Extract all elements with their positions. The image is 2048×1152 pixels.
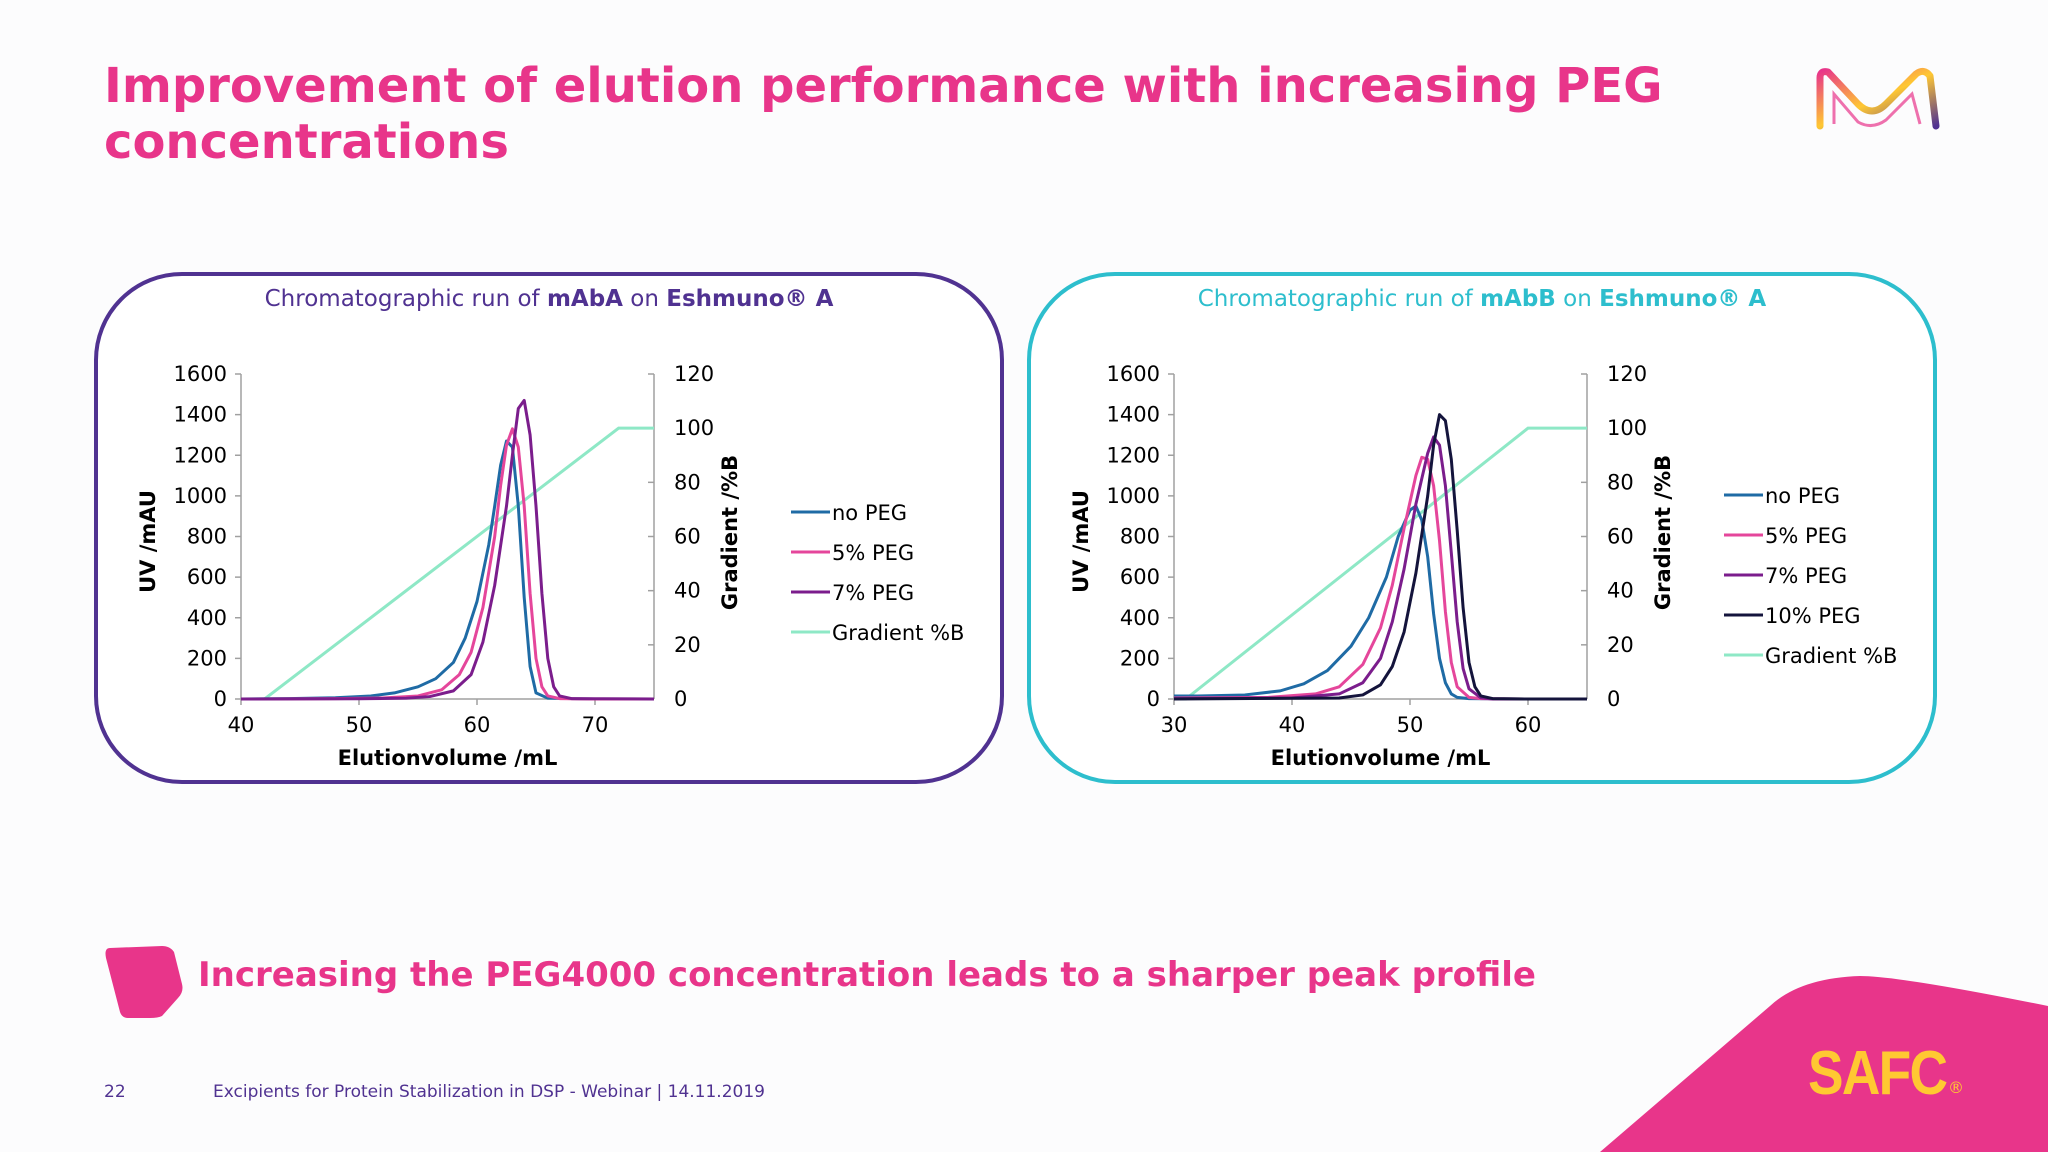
banner-shape-icon bbox=[105, 946, 183, 1018]
y2-tick-label: 40 bbox=[674, 579, 701, 603]
y2-tick-label: 40 bbox=[1607, 579, 1634, 603]
y-tick-label: 1400 bbox=[1107, 403, 1160, 427]
chart-panel-mabB: Chromatographic run of mAbB on Eshmuno® … bbox=[1027, 272, 1937, 784]
y2-axis-label: Gradient /%B bbox=[1651, 455, 1675, 610]
y-tick-label: 1400 bbox=[174, 403, 227, 427]
page-number: 22 bbox=[104, 1082, 126, 1102]
y2-tick-label: 20 bbox=[674, 633, 701, 657]
y-tick-label: 1000 bbox=[1107, 484, 1160, 508]
y2-tick-label: 100 bbox=[674, 416, 714, 440]
y-tick-label: 400 bbox=[187, 606, 227, 630]
y2-tick-label: 60 bbox=[674, 525, 701, 549]
merck-logo-icon bbox=[1816, 67, 1940, 130]
x-axis-label: Elutionvolume /mL bbox=[338, 746, 558, 770]
y2-tick-label: 60 bbox=[1607, 525, 1634, 549]
series-line-5-peg bbox=[1173, 455, 1587, 701]
legend-label: no PEG bbox=[1765, 484, 1840, 508]
chart-mabA: Chromatographic run of mAbA on Eshmuno® … bbox=[136, 286, 964, 770]
brand-registered-mark: ® bbox=[1948, 1078, 1964, 1097]
legend-label: Gradient %B bbox=[1765, 644, 1897, 668]
y-axis-label: UV /mAU bbox=[1069, 490, 1093, 593]
x-tick-label: 60 bbox=[464, 713, 491, 737]
y-tick-label: 800 bbox=[187, 525, 227, 549]
legend-label: 7% PEG bbox=[1765, 564, 1847, 588]
x-tick-label: 40 bbox=[228, 713, 255, 737]
chart-title-part: Chromatographic run of bbox=[1198, 286, 1480, 312]
corner-shape-icon bbox=[1600, 976, 2048, 1152]
chart-title-part: mAbA bbox=[547, 286, 623, 312]
y-tick-label: 800 bbox=[1120, 525, 1160, 549]
chart-title-part: on bbox=[1556, 286, 1599, 312]
x-tick-label: 30 bbox=[1161, 713, 1188, 737]
y-tick-label: 0 bbox=[214, 687, 227, 711]
y2-tick-label: 100 bbox=[1607, 416, 1647, 440]
legend-label: 5% PEG bbox=[1765, 524, 1847, 548]
chart-title: Chromatographic run of mAbA on Eshmuno® … bbox=[265, 286, 834, 312]
series-line-gradient bbox=[241, 426, 654, 701]
chart-title-part: mAbB bbox=[1480, 286, 1556, 312]
x-tick-label: 70 bbox=[582, 713, 609, 737]
y-tick-label: 1600 bbox=[174, 362, 227, 386]
banner-text: Increasing the PEG4000 concentration lea… bbox=[198, 955, 1536, 995]
chart-panel-mabA: Chromatographic run of mAbA on Eshmuno® … bbox=[94, 272, 1004, 784]
y2-tick-label: 80 bbox=[1607, 470, 1634, 494]
series-line-7-peg bbox=[240, 398, 655, 701]
y2-tick-label: 120 bbox=[674, 362, 714, 386]
y2-tick-label: 20 bbox=[1607, 633, 1634, 657]
chart-title-part: on bbox=[623, 286, 666, 312]
brand-logo: SAFC bbox=[1808, 1039, 1948, 1108]
y-tick-label: 400 bbox=[1120, 606, 1160, 630]
y-tick-label: 600 bbox=[1120, 565, 1160, 589]
x-axis-label: Elutionvolume /mL bbox=[1271, 746, 1491, 770]
x-tick-label: 50 bbox=[346, 713, 373, 737]
y-tick-label: 600 bbox=[187, 565, 227, 589]
y-tick-label: 200 bbox=[187, 646, 227, 670]
x-tick-label: 50 bbox=[1397, 713, 1424, 737]
y2-tick-label: 120 bbox=[1607, 362, 1647, 386]
chart-title-part: Chromatographic run of bbox=[265, 286, 547, 312]
chart-title-part: Eshmuno® A bbox=[1599, 286, 1766, 312]
legend-label: no PEG bbox=[832, 501, 907, 525]
legend-label: 7% PEG bbox=[832, 581, 914, 605]
page-title: Improvement of elution performance with … bbox=[104, 58, 1663, 170]
y2-tick-label: 80 bbox=[674, 470, 701, 494]
y-tick-label: 0 bbox=[1147, 687, 1160, 711]
y2-axis-label: Gradient /%B bbox=[718, 455, 742, 610]
chart-title: Chromatographic run of mAbB on Eshmuno® … bbox=[1198, 286, 1767, 312]
legend-label: 5% PEG bbox=[832, 541, 914, 565]
series-line-7-peg bbox=[1173, 435, 1587, 701]
chart-mabB: Chromatographic run of mAbB on Eshmuno® … bbox=[1069, 286, 1897, 770]
y-tick-label: 1200 bbox=[174, 443, 227, 467]
footer-caption: Excipients for Protein Stabilization in … bbox=[213, 1082, 765, 1102]
chart-title-part: Eshmuno® A bbox=[666, 286, 833, 312]
series-line-no-peg bbox=[1174, 504, 1587, 701]
y-tick-label: 1000 bbox=[174, 484, 227, 508]
y-axis-label: UV /mAU bbox=[136, 490, 160, 593]
y2-tick-label: 0 bbox=[674, 687, 687, 711]
legend-label: Gradient %B bbox=[832, 621, 964, 645]
x-tick-label: 40 bbox=[1279, 713, 1306, 737]
legend-label: 10% PEG bbox=[1765, 604, 1861, 628]
y-tick-label: 1200 bbox=[1107, 443, 1160, 467]
y-tick-label: 1600 bbox=[1107, 362, 1160, 386]
y-tick-label: 200 bbox=[1120, 646, 1160, 670]
series-line-5-peg bbox=[240, 427, 654, 701]
series-line-10-peg bbox=[1173, 413, 1587, 701]
series-line-no-peg bbox=[240, 439, 654, 701]
y2-tick-label: 0 bbox=[1607, 687, 1620, 711]
x-tick-label: 60 bbox=[1515, 713, 1542, 737]
